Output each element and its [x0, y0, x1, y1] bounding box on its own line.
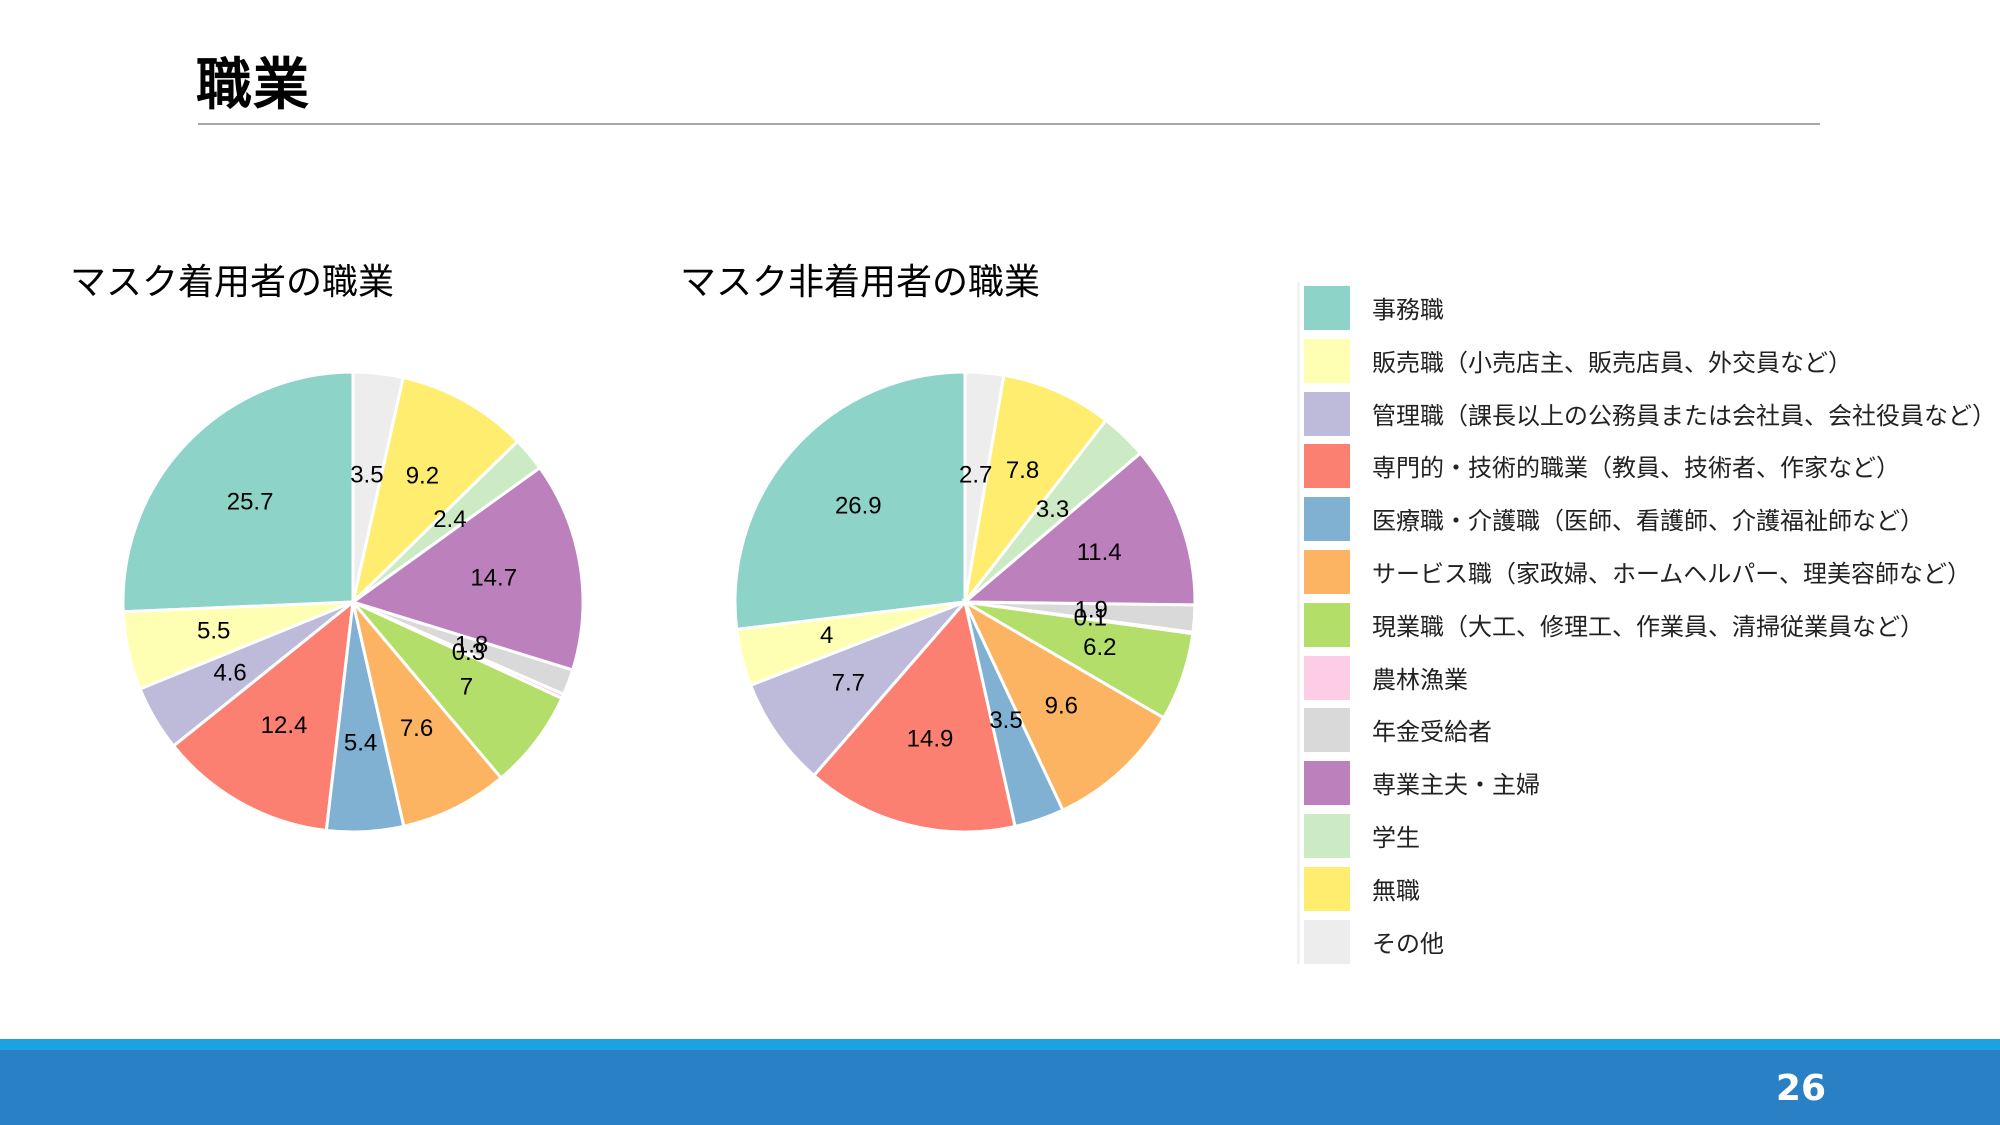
data-label: 6.2 [1083, 634, 1116, 661]
data-label: 0.1 [1074, 604, 1107, 631]
legend-item: 年金受給者 [1300, 704, 1990, 757]
data-label: 5.5 [197, 618, 230, 645]
footer-bar: 26 [0, 1050, 2000, 1125]
legend-label: サービス職（家政婦、ホームヘルパー、理美容師など） [1372, 560, 1972, 588]
legend-swatch [1304, 866, 1350, 911]
data-label: 4.6 [213, 660, 246, 687]
data-label: 7.7 [832, 669, 865, 696]
legend-swatch [1304, 708, 1350, 753]
legend-label: 農林漁業 [1372, 665, 1468, 694]
legend-item: 事務職 [1300, 282, 1990, 335]
pie-chart-non-mask-wearers: 26.9 4 7.7 14.9 3.5 9.6 6.2 0.11.9 11.4 3.3 7.8 2.7 [733, 370, 1197, 834]
data-label: 7.8 [1006, 457, 1039, 484]
legend-swatch [1304, 338, 1350, 383]
legend: 事務職販売職（小売店主、販売店員、外交員など） 管理職（課長以上の公務員または会社… [1297, 282, 1996, 964]
page-number: 26 [1775, 1068, 1826, 1109]
data-label: 4 [820, 622, 833, 649]
legend-label: 事務職 [1372, 296, 1444, 324]
legend-item: 無職 [1300, 863, 1990, 916]
data-label: 9.2 [406, 463, 439, 490]
legend-swatch [1304, 655, 1350, 700]
legend-item: 販売職（小売店主、販売店員、外交員など） [1300, 335, 1990, 388]
legend-label: 医療職・介護職（医師、看護師、介護福祉師など） [1372, 507, 1924, 536]
legend-label: 無職 [1372, 876, 1420, 905]
data-label: 25.7 [227, 489, 274, 516]
title-divider [198, 123, 1820, 125]
data-label: 14.7 [470, 564, 517, 591]
data-label: 9.6 [1045, 693, 1078, 720]
legend-item: その他 [1300, 916, 1990, 969]
legend-swatch [1304, 761, 1350, 806]
legend-swatch [1304, 444, 1350, 489]
data-label: 1.9 [1075, 596, 1108, 623]
data-label: 3.5 [989, 707, 1022, 734]
data-label: 14.9 [907, 726, 954, 753]
legend-item: 現業職（大工、修理工、作業員、清掃従業員など） [1300, 599, 1990, 652]
pie-slice [350, 375, 520, 607]
legend-label: 管理職（課長以上の公務員または会社員、会社役員など） [1372, 401, 1996, 430]
data-label: 3.3 [1036, 496, 1069, 523]
pie-slice [961, 598, 1166, 813]
legend-swatch [1304, 286, 1350, 330]
legend-item: 医療職・介護職（医師、看護師、介護福祉師など） [1300, 493, 1990, 546]
pie-slice [121, 370, 355, 614]
legend-item: サービス職（家政婦、ホームヘルパー、理美容師など） [1300, 546, 1990, 599]
legend-label: 専門的・技術的職業（教員、技術者、作家など） [1372, 454, 1900, 483]
data-label: 5.4 [344, 730, 377, 757]
legend-label: 販売職（小売店主、販売店員、外交員など） [1372, 348, 1852, 377]
pie-slice [349, 465, 585, 672]
pie-slice [963, 370, 1006, 603]
data-label: 7 [460, 674, 473, 701]
data-label: 1.8 [455, 631, 488, 658]
legend-swatch [1304, 550, 1350, 594]
legend-swatch [1304, 814, 1350, 858]
data-label: 3.5 [350, 462, 383, 489]
pie-slice [733, 370, 967, 632]
data-label: 26.9 [835, 493, 882, 520]
data-label: 12.4 [261, 712, 308, 739]
legend-item: 専門的・技術的職業（教員、技術者、作家など） [1300, 440, 1990, 493]
legend-label: その他 [1372, 929, 1444, 958]
pie-slice [171, 598, 355, 833]
legend-item: 学生 [1300, 810, 1990, 863]
pie-slice [963, 373, 1109, 603]
pie-slice [748, 600, 967, 778]
pie-slice [960, 451, 1197, 607]
data-label: 11.4 [1077, 539, 1122, 566]
pie-slice [811, 598, 1017, 834]
data-label: 2.7 [959, 461, 992, 488]
page-title: 職業 [196, 53, 310, 118]
legend-label: 専業主夫・主婦 [1372, 771, 1540, 800]
legend-item: 管理職（課長以上の公務員または会社員、会社役員など） [1300, 388, 1996, 441]
legend-item: 専業主夫・主婦 [1300, 757, 1990, 810]
legend-label: 現業職（大工、修理工、作業員、清掃従業員など） [1372, 612, 1924, 641]
pie-slice [351, 370, 405, 603]
chart-title-mask-wearers: マスク着用者の職業 [70, 262, 395, 303]
data-label: 2.4 [433, 506, 466, 533]
legend-swatch [1304, 497, 1350, 542]
data-label: 0.3 [452, 639, 485, 666]
footer-stripe [0, 1039, 2000, 1050]
legend-swatch [1304, 919, 1350, 964]
legend-label: 年金受給者 [1372, 718, 1492, 747]
data-label: 7.6 [400, 715, 433, 742]
pie-slice [351, 601, 504, 829]
legend-label: 学生 [1372, 824, 1420, 852]
legend-item: 農林漁業 [1300, 652, 1990, 705]
legend-swatch [1304, 602, 1350, 647]
legend-swatch [1304, 391, 1350, 436]
chart-title-non-mask-wearers: マスク非着用者の職業 [680, 262, 1041, 303]
pie-chart-mask-wearers: 25.7 5.5 4.6 12.4 5.4 7.6 7 0.31.8 14.7 2.4 9.2 3.5 [121, 370, 585, 834]
